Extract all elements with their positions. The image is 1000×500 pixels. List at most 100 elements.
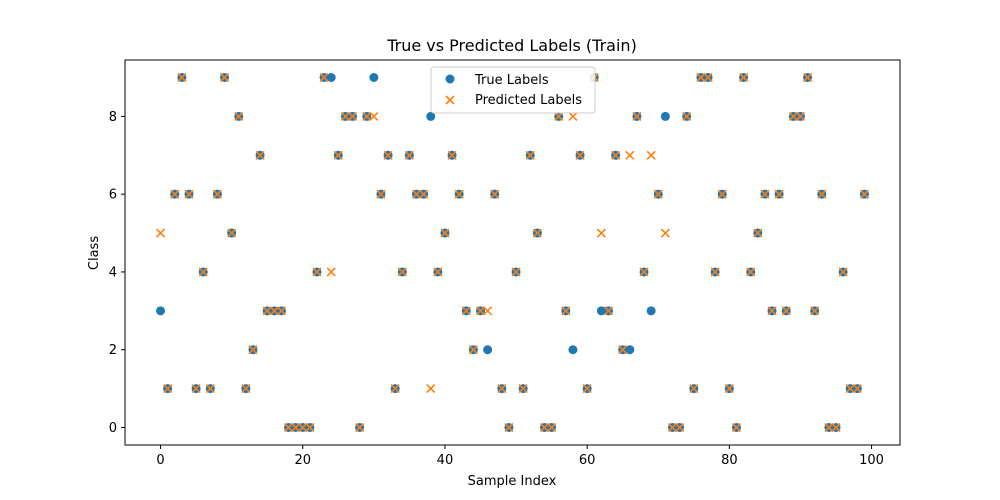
- predicted-label-point: [803, 72, 813, 83]
- predicted-label-point: [248, 345, 258, 355]
- predicted-label-point: [774, 189, 784, 199]
- predicted-label-point: [170, 189, 180, 199]
- predicted-label-point: [219, 72, 230, 83]
- predicted-label-point: [859, 189, 870, 199]
- predicted-label-point: [518, 384, 528, 394]
- predicted-label-point: [227, 228, 237, 238]
- predicted-label-point: [532, 228, 542, 238]
- predicted-label-point: [447, 150, 457, 160]
- predicted-label-point: [155, 228, 166, 238]
- predicted-label-point: [298, 422, 308, 433]
- predicted-label-point: [276, 306, 286, 316]
- predicted-label-point: [824, 422, 834, 433]
- predicted-label-point: [163, 384, 173, 394]
- true-label-point: [568, 345, 578, 355]
- predicted-label-point: [596, 228, 606, 238]
- predicted-label-point: [241, 384, 251, 394]
- predicted-label-point: [753, 228, 763, 238]
- predicted-labels-series: [155, 72, 870, 433]
- predicted-label-point: [205, 384, 215, 394]
- predicted-label-point: [525, 150, 535, 160]
- chart-title: True vs Predicted Labels (Train): [386, 36, 637, 55]
- predicted-label-point: [305, 422, 315, 433]
- predicted-label-point: [454, 189, 464, 199]
- predicted-label-point: [426, 384, 436, 394]
- predicted-label-point: [795, 111, 806, 121]
- predicted-label-point: [696, 72, 706, 83]
- predicted-label-point: [191, 384, 201, 394]
- predicted-label-point: [810, 306, 820, 316]
- predicted-label-point: [326, 267, 336, 277]
- legend-predicted-labels-label: Predicted Labels: [475, 93, 582, 108]
- predicted-label-point: [817, 189, 827, 199]
- plot-frame: [124, 59, 901, 446]
- predicted-label-point: [845, 384, 855, 394]
- true-label-point: [646, 306, 656, 316]
- predicted-label-point: [404, 150, 414, 160]
- predicted-label-point: [355, 422, 365, 433]
- predicted-label-point: [767, 306, 777, 316]
- predicted-label-point: [177, 72, 187, 83]
- predicted-label-point: [283, 422, 294, 433]
- predicted-label-point: [724, 384, 734, 394]
- x-tick-label: 40: [437, 453, 454, 468]
- predicted-label-point: [675, 422, 685, 433]
- legend-true-labels-marker: [445, 74, 455, 84]
- true-label-point: [483, 345, 493, 355]
- predicted-label-point: [411, 189, 422, 199]
- predicted-label-point: [710, 267, 720, 277]
- true-labels-series: [156, 73, 869, 432]
- predicted-label-point: [611, 150, 621, 160]
- legend-box: [430, 66, 596, 114]
- predicted-label-point: [383, 150, 393, 160]
- x-axis: 0 20 40 60 80 100: [156, 445, 884, 468]
- predicted-label-point: [568, 111, 578, 121]
- predicted-label-point: [547, 422, 557, 433]
- predicted-label-point: [717, 189, 727, 199]
- predicted-label-point: [667, 422, 678, 433]
- predicted-label-point: [575, 150, 585, 160]
- y-tick-label: 6: [109, 188, 117, 203]
- predicted-label-point: [390, 384, 400, 394]
- predicted-label-point: [291, 422, 301, 433]
- predicted-label-point: [312, 267, 322, 277]
- predicted-label-point: [269, 306, 279, 316]
- predicted-label-point: [198, 267, 208, 277]
- predicted-label-point: [632, 111, 642, 121]
- true-label-point: [660, 111, 670, 121]
- predicted-label-point: [362, 111, 372, 121]
- predicted-label-point: [419, 189, 429, 199]
- predicted-label-point: [440, 228, 450, 238]
- predicted-label-point: [639, 267, 649, 277]
- predicted-label-point: [831, 422, 841, 433]
- predicted-label-point: [582, 384, 592, 394]
- predicted-label-point: [660, 228, 670, 238]
- predicted-label-point: [788, 111, 798, 121]
- predicted-label-point: [838, 267, 848, 277]
- predicted-label-point: [369, 111, 379, 121]
- predicted-label-point: [234, 111, 244, 121]
- y-tick-label: 8: [109, 110, 117, 125]
- predicted-label-point: [397, 267, 407, 277]
- x-tick-label: 100: [859, 453, 884, 468]
- predicted-label-point: [255, 150, 265, 160]
- predicted-label-point: [625, 150, 635, 160]
- predicted-label-point: [511, 267, 521, 277]
- x-axis-title: Sample Index: [468, 474, 557, 489]
- true-label-point: [426, 111, 436, 121]
- true-label-point: [596, 306, 606, 316]
- predicted-label-point: [760, 189, 770, 199]
- true-label-point: [326, 73, 336, 82]
- x-tick-label: 80: [721, 453, 738, 468]
- predicted-label-point: [682, 111, 692, 121]
- predicted-label-point: [376, 189, 386, 199]
- x-tick-label: 0: [156, 453, 164, 468]
- predicted-label-point: [433, 267, 443, 277]
- predicted-label-point: [781, 306, 791, 316]
- x-tick-label: 20: [294, 453, 311, 468]
- predicted-label-point: [483, 306, 493, 316]
- predicted-label-point: [554, 111, 564, 121]
- predicted-label-point: [703, 72, 713, 83]
